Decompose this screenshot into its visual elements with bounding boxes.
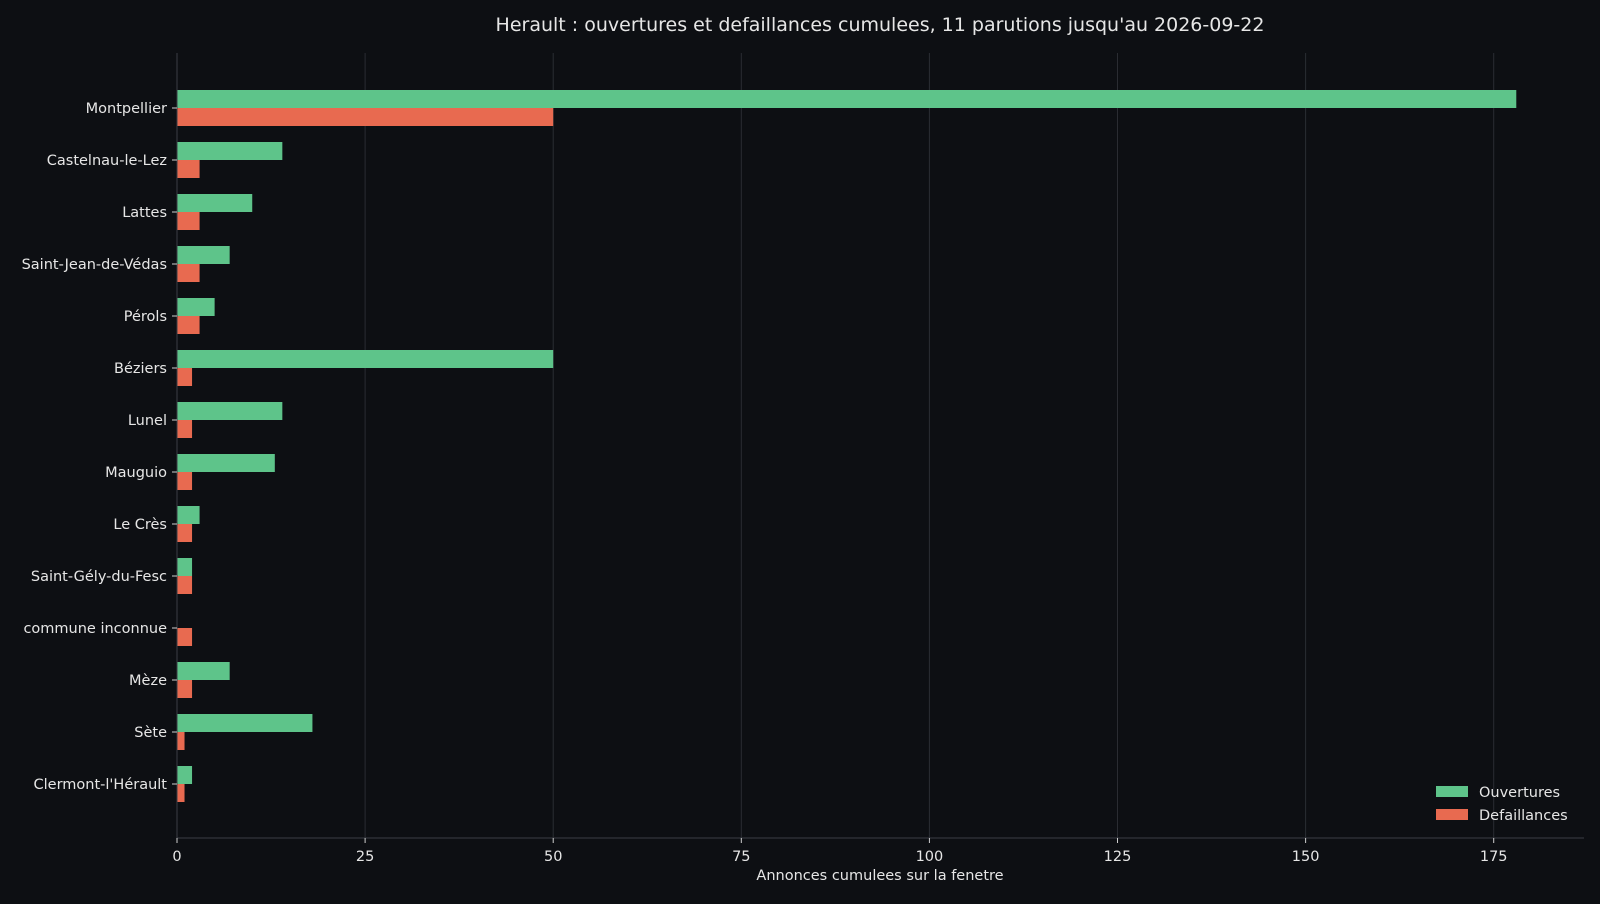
bar-defaillances-mauguio <box>177 472 193 490</box>
bar-ouvertures-castelnau-le-lez <box>177 142 283 160</box>
bar-defaillances-sete <box>177 732 185 750</box>
x-tick-label-25: 25 <box>356 849 374 865</box>
x-tick-label-125: 125 <box>1104 849 1132 865</box>
x-tick-label-175: 175 <box>1480 849 1508 865</box>
bar-defaillances-perols <box>177 316 200 334</box>
y-tick-label-perols: Pérols <box>124 309 167 325</box>
bar-defaillances-le-cres <box>177 524 193 542</box>
chart-title: Herault : ouvertures et defaillances cum… <box>496 14 1265 36</box>
bar-ouvertures-saint-gely-du-fesc <box>177 558 193 576</box>
y-tick-label-le-cres: Le Crès <box>113 517 167 533</box>
y-tick-label-saint-jean-de-vedas: Saint-Jean-de-Védas <box>22 257 167 273</box>
y-tick-label-sete: Sète <box>134 725 167 741</box>
bar-defaillances-saint-jean-de-vedas <box>177 264 200 282</box>
grid-layer <box>364 53 1495 838</box>
bar-defaillances-meze <box>177 680 193 698</box>
x-tick-label-150: 150 <box>1292 849 1320 865</box>
bars-layer <box>177 90 1517 802</box>
bar-defaillances-beziers <box>177 368 193 386</box>
y-tick-label-clermont-l-herault: Clermont-l'Hérault <box>34 777 168 793</box>
bar-ouvertures-perols <box>177 298 215 316</box>
bar-ouvertures-beziers <box>177 350 554 368</box>
bar-ouvertures-mauguio <box>177 454 275 472</box>
y-tick-label-beziers: Béziers <box>114 361 167 377</box>
bar-ouvertures-saint-jean-de-vedas <box>177 246 230 264</box>
bar-defaillances-castelnau-le-lez <box>177 160 200 178</box>
y-tick-label-commune-inconnue: commune inconnue <box>23 621 167 637</box>
x-tick-label-0: 0 <box>172 849 181 865</box>
y-tick-label-mauguio: Mauguio <box>105 465 167 481</box>
bar-ouvertures-lattes <box>177 194 253 212</box>
legend-label-defaillances: Defaillances <box>1479 808 1568 824</box>
bar-ouvertures-lunel <box>177 402 283 420</box>
bar-defaillances-commune-inconnue <box>177 628 193 646</box>
y-tick-label-montpellier: Montpellier <box>86 101 167 117</box>
legend-swatch-ouvertures <box>1436 786 1468 797</box>
axes-layer: 0 25 50 75 100 125 150 175 Montpellier Castelnau-… <box>22 53 1584 865</box>
bar-defaillances-montpellier <box>177 108 554 126</box>
legend: Ouvertures Defaillances <box>1436 785 1568 824</box>
legend-label-ouvertures: Ouvertures <box>1479 785 1560 801</box>
bar-ouvertures-sete <box>177 714 313 732</box>
y-tick-label-saint-gely-du-fesc: Saint-Gély-du-Fesc <box>31 569 167 585</box>
x-tick-label-100: 100 <box>916 849 944 865</box>
bar-ouvertures-montpellier <box>177 90 1517 108</box>
x-tick-label-75: 75 <box>732 849 750 865</box>
y-tick-label-meze: Mèze <box>129 673 167 689</box>
bar-ouvertures-meze <box>177 662 230 680</box>
y-tick-label-lunel: Lunel <box>128 413 167 429</box>
y-tick-label-lattes: Lattes <box>122 205 167 221</box>
bar-ouvertures-clermont-l-herault <box>177 766 193 784</box>
bar-defaillances-clermont-l-herault <box>177 784 185 802</box>
bar-ouvertures-le-cres <box>177 506 200 524</box>
bar-defaillances-lunel <box>177 420 193 438</box>
legend-swatch-defaillances <box>1436 809 1468 820</box>
bar-defaillances-lattes <box>177 212 200 230</box>
x-axis-label: Annonces cumulees sur la fenetre <box>756 868 1003 884</box>
bar-defaillances-saint-gely-du-fesc <box>177 576 193 594</box>
x-tick-label-50: 50 <box>544 849 562 865</box>
y-tick-label-castelnau-le-lez: Castelnau-le-Lez <box>47 153 167 169</box>
